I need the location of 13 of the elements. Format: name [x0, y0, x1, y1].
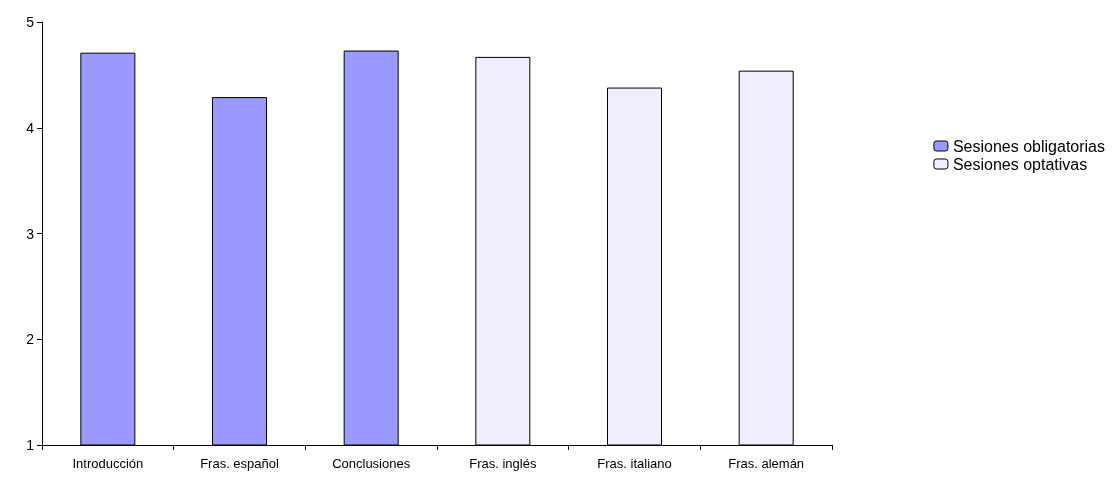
x-tick-label: Fras. español [200, 456, 279, 471]
legend-label: Sesiones optativas [952, 155, 1088, 173]
y-tick-label: 2 [26, 331, 35, 348]
y-tick-label: 5 [26, 14, 35, 30]
x-tick-label: Conclusiones [332, 456, 411, 471]
x-tick-label: Fras. italiano [597, 456, 672, 471]
y-tick-label: 1 [26, 437, 35, 453]
y-tick-label: 4 [26, 119, 35, 136]
x-tick-label: Fras. alemán [728, 456, 805, 471]
x-tick-label: Fras. inglés [469, 456, 537, 471]
legend-label: Sesiones obligatorias [952, 137, 1105, 155]
y-tick-label: 3 [26, 225, 35, 242]
x-tick-label: Introducción [72, 456, 144, 471]
